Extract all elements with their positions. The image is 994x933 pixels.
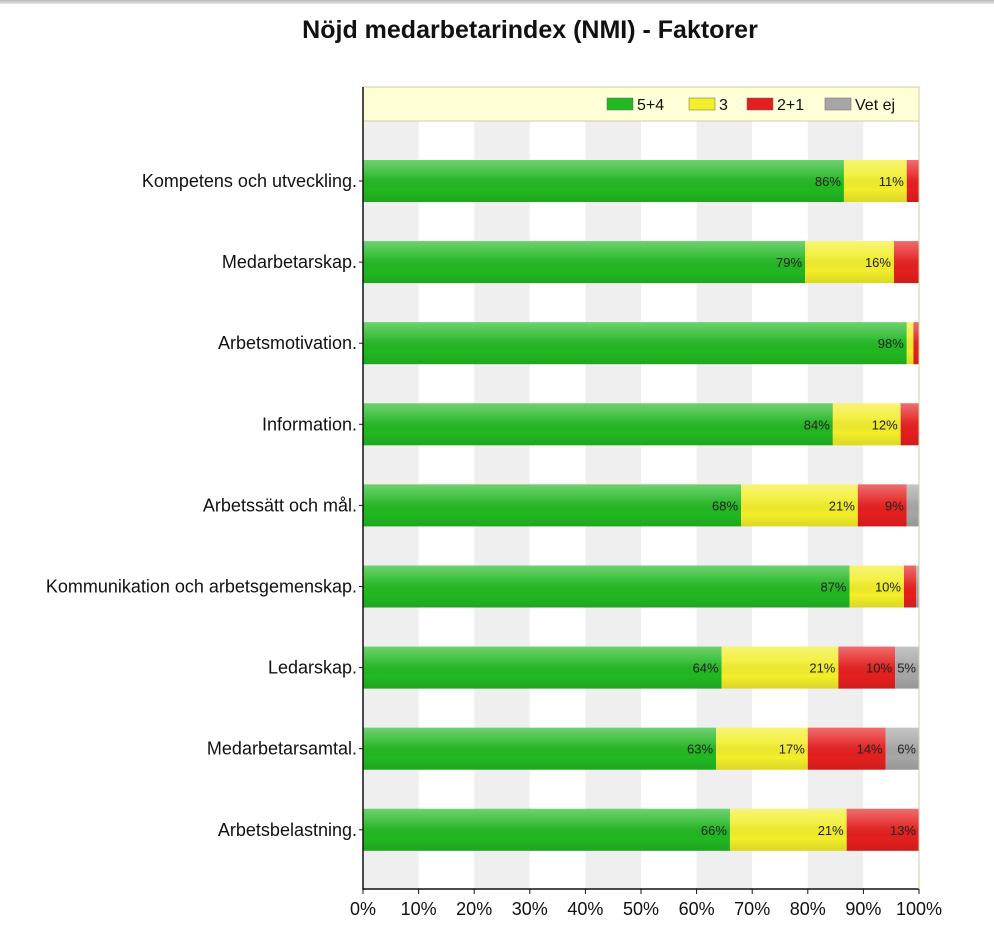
window-top-border xyxy=(0,0,994,4)
bar-segment-shade xyxy=(363,160,844,202)
bar-segment-shade xyxy=(900,403,919,446)
bar-segment-shade xyxy=(906,484,919,527)
x-tick-label: 80% xyxy=(790,899,826,919)
bar-segment-shade xyxy=(363,403,833,446)
bar-segment-shade xyxy=(721,646,839,689)
data-label: 87% xyxy=(820,580,846,595)
x-tick-label: 70% xyxy=(734,899,770,919)
data-label: 64% xyxy=(693,661,719,676)
data-label: 10% xyxy=(875,580,901,595)
bar-segment-shade xyxy=(363,484,742,527)
category-label: Arbetsmotivation. xyxy=(218,333,357,353)
category-label: Kompetens och utveckling. xyxy=(142,171,357,191)
bar-segment-shade xyxy=(716,727,808,770)
bar-segment-shade xyxy=(916,565,919,608)
bar-segment-shade xyxy=(805,241,894,284)
bar-segment-shade xyxy=(363,727,717,770)
bar-segment-shade xyxy=(906,160,919,202)
category-labels: Kompetens och utveckling. Medarbetarskap.… xyxy=(46,171,357,840)
data-label: 10% xyxy=(866,661,892,676)
legend-swatch xyxy=(688,97,716,111)
data-label: 84% xyxy=(804,417,830,432)
bar-segment-shade xyxy=(906,322,914,365)
x-tick-labels: 0% 10% 20% 30% 40% 50% 60% 70% 80% 90% 100% xyxy=(350,899,942,919)
category-label: Ledarskap. xyxy=(268,658,357,678)
data-label: 17% xyxy=(779,742,805,757)
bar-segment-shade xyxy=(363,322,907,365)
bar-segment-shade xyxy=(363,808,730,851)
x-tick-label: 90% xyxy=(845,899,881,919)
data-label: 86% xyxy=(815,174,841,189)
bar-segment-shade xyxy=(885,727,919,770)
legend-swatch xyxy=(746,97,774,111)
x-tick-label: 0% xyxy=(350,899,376,919)
legend-label: 3 xyxy=(719,97,728,114)
data-label: 11% xyxy=(879,174,904,189)
data-label: 14% xyxy=(857,742,883,757)
bar-segment-shade xyxy=(843,160,907,202)
bar-segment-shade xyxy=(857,484,907,527)
data-label: 21% xyxy=(818,823,844,838)
axes xyxy=(359,87,920,894)
data-label: 5% xyxy=(897,661,916,676)
data-label: 66% xyxy=(701,823,727,838)
legend-swatch xyxy=(606,97,634,111)
x-tick-label: 50% xyxy=(623,899,659,919)
data-label: 79% xyxy=(776,255,802,270)
bar-segment-shade xyxy=(846,808,919,851)
category-label: Medarbetarsamtal. xyxy=(207,739,357,759)
bar-segment-shade xyxy=(741,484,858,527)
bar-segment-shade xyxy=(903,565,917,608)
category-label: Medarbetarskap. xyxy=(222,252,357,272)
x-tick-label: 30% xyxy=(512,899,548,919)
legend-label: 2+1 xyxy=(777,97,804,114)
legend-swatch xyxy=(824,97,852,111)
data-label: 21% xyxy=(809,661,835,676)
bar-segment-shade xyxy=(807,727,886,770)
data-label: 21% xyxy=(829,498,855,513)
category-label: Arbetssätt och mål. xyxy=(203,495,357,515)
x-tick-label: 10% xyxy=(401,899,437,919)
data-label: 12% xyxy=(872,417,898,432)
data-label: 13% xyxy=(890,823,916,838)
bar-segment-shade xyxy=(363,646,722,689)
data-label: 9% xyxy=(885,498,904,513)
bar-segment-shade xyxy=(849,565,904,608)
data-label: 98% xyxy=(878,336,904,351)
bar-series: 86% 11% 79% 16% 98% 84% 12% 68% 21% 9% 87% 10% 64% 21… xyxy=(363,160,919,851)
legend-label: 5+4 xyxy=(637,97,664,114)
category-label: Kommunikation och arbetsgemenskap. xyxy=(46,577,357,597)
bar-segment-shade xyxy=(363,241,806,284)
bar-segment-shade xyxy=(838,646,896,689)
category-label: Arbetsbelastning. xyxy=(218,820,357,840)
x-tick-label: 60% xyxy=(679,899,715,919)
x-tick-label: 100% xyxy=(896,899,942,919)
legend: 5+4 3 2+1 Vet ej xyxy=(362,86,920,122)
x-tick-label: 20% xyxy=(456,899,492,919)
bar-segment-shade xyxy=(913,322,919,365)
bar-segment-shade xyxy=(832,403,901,446)
bar-segment-shade xyxy=(363,565,850,608)
data-label: 6% xyxy=(897,742,916,757)
data-label: 68% xyxy=(712,498,738,513)
x-tick-label: 40% xyxy=(567,899,603,919)
bar-segment-shade xyxy=(895,646,919,689)
data-label: 63% xyxy=(687,742,713,757)
data-label: 16% xyxy=(865,255,891,270)
legend-label: Vet ej xyxy=(855,97,895,114)
category-label: Information. xyxy=(262,414,357,434)
bar-segment-shade xyxy=(893,241,919,284)
chart-title: Nöjd medarbetarindex (NMI) - Faktorer xyxy=(302,16,758,44)
bar-segment-shade xyxy=(729,808,847,851)
